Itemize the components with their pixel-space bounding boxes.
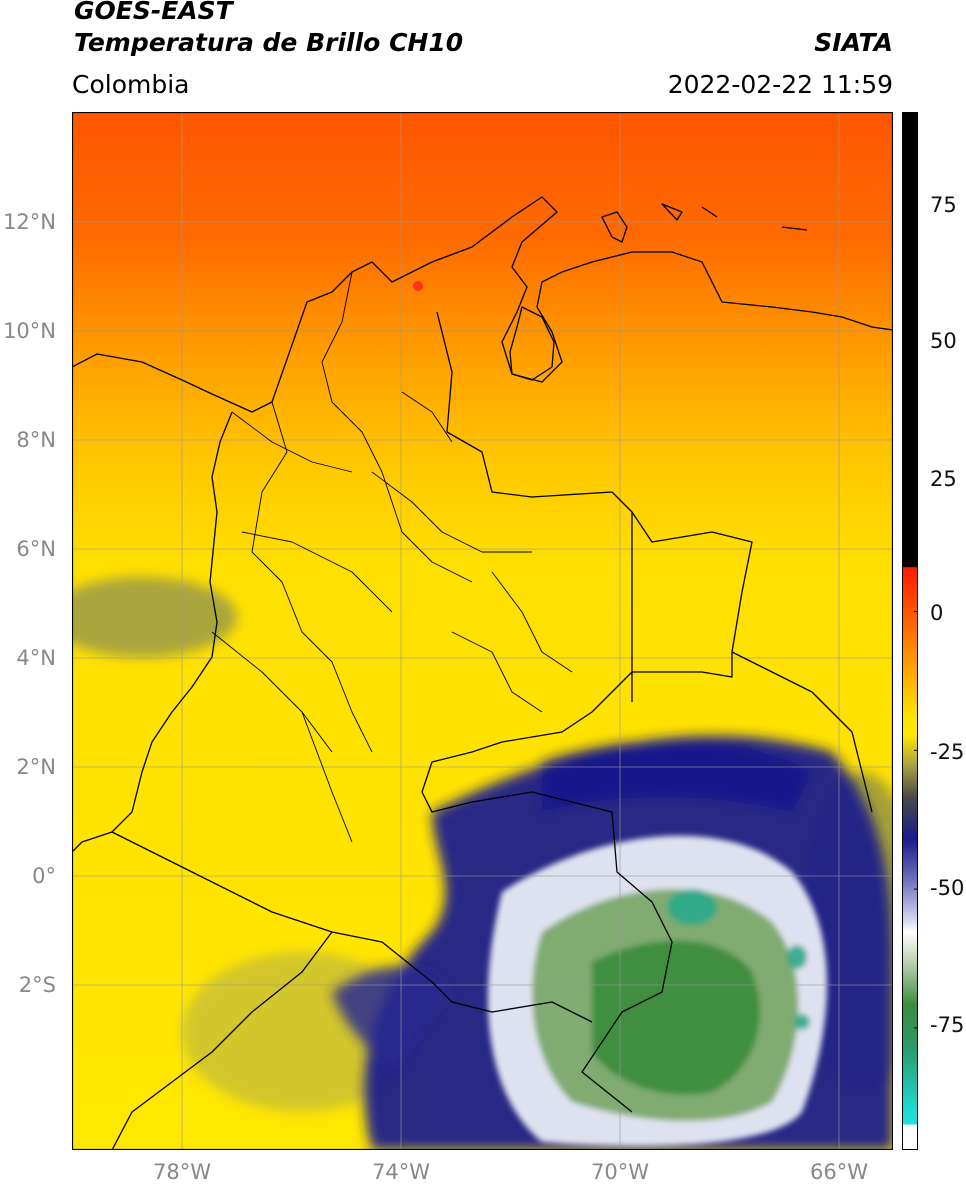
colombia-venezuela-border <box>436 311 753 713</box>
peru-border <box>111 931 333 1150</box>
lon-label-70w: 70°W <box>591 1160 649 1184</box>
caribbean-coastline <box>72 196 893 413</box>
lat-label-6n: 6°N <box>16 537 56 561</box>
colorbar-label-minus25: -25 <box>930 740 965 764</box>
colorbar-label-minus50: -50 <box>930 876 965 900</box>
colorbar-label-25: 25 <box>930 467 957 491</box>
cold-cloud-core <box>487 835 827 1147</box>
satellite-map <box>72 112 893 1150</box>
venezuela-brazil-border <box>631 512 873 813</box>
colorbar-label-50: 50 <box>930 329 957 353</box>
lat-label-10n: 10°N <box>3 319 56 343</box>
department-lines <box>211 271 573 843</box>
satellite-title: GOES-EAST <box>74 0 233 25</box>
lat-label-4n: 4°N <box>16 646 56 670</box>
colorbar-label-0: 0 <box>930 601 944 625</box>
colorbar-frame <box>902 112 918 1150</box>
islands <box>601 203 808 243</box>
lon-label-66w: 66°W <box>810 1160 868 1184</box>
product-title: Temperatura de Brillo CH10 <box>74 28 464 57</box>
political-borders <box>72 196 893 1150</box>
colorbar <box>902 112 918 1150</box>
pacific-coastline <box>72 411 233 853</box>
lat-label-12n: 12°N <box>3 210 56 234</box>
colorbar-label-75: 75 <box>930 193 957 217</box>
colorbar-label-minus75: -75 <box>930 1013 965 1037</box>
warm-spot <box>413 281 423 291</box>
colombia-brazil-border <box>421 711 673 1113</box>
lat-label-0: 0° <box>32 864 56 888</box>
graticule <box>72 112 893 1150</box>
datetime-label: 2022-02-22 11:59 <box>667 70 893 99</box>
lon-label-78w: 78°W <box>153 1160 211 1184</box>
lake-maracaibo <box>509 306 555 381</box>
colorbar-ticks <box>914 194 918 1029</box>
colorbar-fill <box>902 112 918 1150</box>
olive-patch-west <box>72 577 237 657</box>
region-label: Colombia <box>72 70 190 99</box>
org-label: SIATA <box>814 28 893 57</box>
lat-label-2s: 2°S <box>18 973 56 997</box>
map-frame <box>72 112 893 1150</box>
lat-label-2n: 2°N <box>16 755 56 779</box>
lat-label-8n: 8°N <box>16 428 56 452</box>
lon-label-74w: 74°W <box>372 1160 430 1184</box>
southern-border <box>111 831 593 1023</box>
